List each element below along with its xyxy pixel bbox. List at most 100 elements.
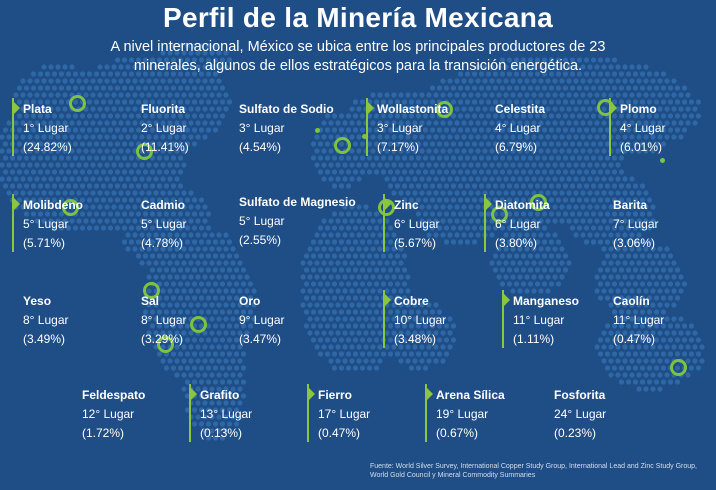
- map-dot: [366, 323, 373, 329]
- map-dot: [678, 92, 684, 98]
- map-dot: [506, 267, 513, 273]
- map-dot: [359, 169, 366, 175]
- map-dot: [93, 183, 100, 189]
- map-dot: [611, 295, 618, 301]
- map-dot: [55, 176, 61, 182]
- map-dot: [93, 99, 100, 105]
- map-dot: [650, 78, 656, 84]
- map-dot: [363, 162, 369, 168]
- map-dot: [674, 127, 681, 133]
- map-dot: [174, 344, 180, 350]
- map-dot: [202, 120, 208, 126]
- map-dot: [503, 106, 509, 112]
- map-dot: [681, 351, 688, 357]
- map-dot: [167, 176, 173, 182]
- map-dot: [146, 106, 152, 112]
- map-dot: [90, 162, 96, 168]
- map-dot: [104, 162, 110, 168]
- map-dot: [359, 155, 366, 161]
- map-dot: [695, 365, 702, 371]
- map-dot: [58, 99, 65, 105]
- map-dot: [167, 120, 173, 126]
- map-dot: [664, 246, 670, 252]
- map-dot: [478, 85, 485, 91]
- map-dot: [629, 120, 635, 126]
- map-dot: [212, 85, 219, 91]
- map-dot: [625, 197, 632, 203]
- map-dot: [366, 351, 373, 357]
- map-dot: [636, 274, 642, 280]
- map-dot: [398, 92, 404, 98]
- map-dot: [478, 183, 485, 189]
- map-dot: [188, 78, 194, 84]
- map-dot: [562, 197, 569, 203]
- map-dot: [356, 106, 362, 112]
- map-dot: [356, 204, 362, 210]
- map-dot: [408, 99, 415, 105]
- map-dot: [356, 288, 362, 294]
- map-dot: [352, 141, 359, 147]
- map-dot: [660, 323, 667, 329]
- map-dot: [314, 288, 320, 294]
- mineral-rank: 3° Lugar: [377, 121, 423, 135]
- map-dot: [44, 113, 51, 119]
- map-dot: [562, 113, 569, 119]
- map-dot: [629, 218, 635, 224]
- map-dot: [636, 372, 642, 378]
- map-marker-ring: [334, 137, 351, 154]
- map-dot: [590, 239, 597, 245]
- map-dot: [212, 113, 219, 119]
- map-dot: [90, 148, 96, 154]
- map-dot: [184, 337, 191, 343]
- map-dot: [107, 197, 114, 203]
- map-dot: [202, 106, 208, 112]
- map-dot: [44, 197, 51, 203]
- mineral-name: Zinc: [394, 198, 419, 212]
- map-dot: [30, 169, 37, 175]
- map-dot: [139, 232, 145, 238]
- map-dot: [202, 302, 208, 308]
- map-dot: [177, 295, 184, 301]
- map-dot: [426, 218, 432, 224]
- map-dot: [433, 232, 439, 238]
- map-dot: [405, 120, 411, 126]
- map-dot: [65, 127, 72, 133]
- map-dot: [321, 288, 327, 294]
- map-dot: [566, 204, 572, 210]
- map-dot: [538, 218, 544, 224]
- map-dot: [604, 127, 611, 133]
- map-dot: [660, 309, 667, 315]
- map-dot: [118, 78, 124, 84]
- map-dot: [359, 99, 366, 105]
- map-dot: [426, 316, 432, 322]
- map-dot: [569, 211, 576, 217]
- map-dot: [611, 85, 618, 91]
- map-dot: [149, 197, 156, 203]
- map-dot: [562, 183, 569, 189]
- map-dot: [349, 148, 355, 154]
- map-dot: [114, 183, 121, 189]
- map-dot: [153, 316, 159, 322]
- map-dot: [471, 211, 478, 217]
- map-dot: [559, 120, 565, 126]
- map-dot: [321, 260, 327, 266]
- map-dot: [23, 141, 30, 147]
- map-dot: [527, 253, 534, 259]
- map-dot: [534, 127, 541, 133]
- map-dot: [366, 309, 373, 315]
- map-dot: [461, 134, 467, 140]
- map-dot: [566, 134, 572, 140]
- map-dot: [163, 169, 170, 175]
- map-dot: [580, 218, 586, 224]
- map-dot: [198, 57, 205, 63]
- map-dot: [443, 169, 450, 175]
- map-dot: [359, 141, 366, 147]
- map-dot: [216, 232, 222, 238]
- map-dot: [240, 281, 247, 287]
- map-dot: [149, 253, 156, 259]
- map-marker-ring: [530, 194, 547, 211]
- map-dot: [405, 274, 411, 280]
- map-dot: [611, 351, 618, 357]
- map-dot: [328, 148, 334, 154]
- map-dot: [97, 106, 103, 112]
